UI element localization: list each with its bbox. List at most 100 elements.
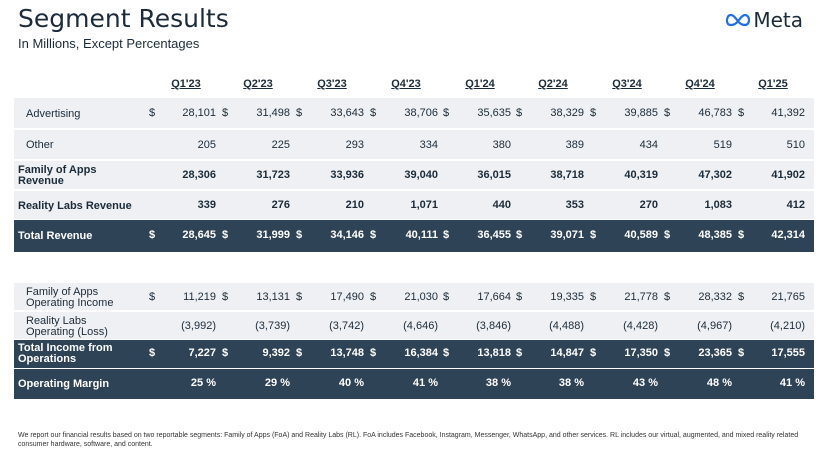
table-cell: 31,723: [256, 169, 290, 181]
dollar-sign: $: [222, 290, 229, 303]
table-cell: 31,999: [256, 229, 290, 241]
dollar-sign: $: [296, 229, 303, 241]
table-cell: 380: [492, 138, 511, 151]
table-cell: 519: [713, 138, 732, 151]
table-cell: 17,350: [624, 347, 658, 359]
dollar-sign: $: [370, 290, 377, 303]
table-cell: 13,818: [477, 347, 511, 359]
table-cell: 23,365: [698, 347, 732, 359]
table-cell: (4,646): [403, 319, 438, 332]
table-cell: 13,131: [256, 290, 290, 303]
table-row: Total Revenue $28,645 $31,999 $34,146 $40,11…: [14, 220, 814, 252]
row-label: Reality Labs Operating (Loss): [26, 314, 108, 338]
quarter-header-cell: Q3'23: [317, 78, 347, 90]
row-label: Family of Apps Operating Income: [26, 285, 114, 309]
table-cell: (4,428): [623, 319, 658, 332]
dollar-sign: $: [370, 107, 377, 119]
table-cell: 205: [197, 138, 216, 151]
dollar-sign: $: [149, 347, 156, 359]
row-label: Reality Labs Revenue: [18, 199, 132, 212]
table-row: Total Income from Operations $7,227 $9,392…: [14, 340, 814, 368]
row-label: Family of Apps Revenue: [18, 164, 97, 187]
dollar-sign: $: [590, 290, 597, 303]
table-cell: 210: [345, 199, 364, 211]
dollar-sign: $: [149, 107, 156, 119]
dollar-sign: $: [149, 229, 156, 241]
table-cell: 38,329: [550, 107, 584, 119]
meta-logo: Meta: [725, 8, 803, 32]
quarter-header-cell: Q1'25: [758, 78, 788, 90]
table-cell: 42,314: [771, 229, 805, 241]
table-cell: 38,706: [404, 107, 438, 119]
table-cell: 28,101: [182, 107, 216, 119]
dollar-sign: $: [443, 347, 450, 359]
dollar-sign: $: [296, 107, 303, 119]
table-cell: 43 %: [632, 377, 658, 389]
table-cell: 1,083: [704, 199, 732, 211]
table-cell: 17,490: [330, 290, 364, 303]
table-cell: 41 %: [779, 377, 805, 389]
quarter-header-cell: Q4'23: [391, 78, 421, 90]
dollar-sign: $: [738, 290, 745, 303]
dollar-sign: $: [443, 229, 450, 241]
table-row: Reality Labs Operating (Loss) (3,992) (3,7…: [14, 311, 814, 340]
dollar-sign: $: [590, 229, 597, 241]
table-cell: (3,739): [255, 319, 290, 332]
table-cell: 334: [419, 138, 438, 151]
quarter-header-cell: Q2'24: [538, 78, 568, 90]
dollar-sign: $: [590, 347, 597, 359]
table-cell: 38,718: [550, 169, 584, 181]
table-cell: 7,227: [188, 347, 216, 359]
dollar-sign: $: [516, 347, 523, 359]
table-cell: (3,742): [329, 319, 364, 332]
table-cell: (4,967): [697, 319, 732, 332]
table-cell: 389: [565, 138, 584, 151]
quarter-header-cell: Q1'23: [171, 78, 201, 90]
dollar-sign: $: [516, 290, 523, 303]
footnote: We report our financial results based on…: [18, 432, 799, 448]
dollar-sign: $: [664, 290, 671, 303]
table-cell: 9,392: [262, 347, 290, 359]
meta-infinity-icon: [726, 13, 751, 27]
table-cell: (4,210): [770, 319, 805, 332]
table-cell: 13,748: [330, 347, 364, 359]
dollar-sign: $: [222, 347, 229, 359]
table-cell: 412: [786, 199, 805, 211]
table-cell: 29 %: [264, 377, 290, 389]
table-cell: 48 %: [706, 377, 732, 389]
quarter-header-cell: Q2'23: [243, 78, 273, 90]
table-cell: 16,384: [404, 347, 438, 359]
page-subtitle: In Millions, Except Percentages: [18, 36, 200, 51]
table-cell: 270: [639, 199, 658, 211]
dollar-sign: $: [296, 347, 303, 359]
dollar-sign: $: [738, 229, 745, 241]
table-cell: (3,846): [476, 319, 511, 332]
table-row: Advertising $28,101 $31,498 $33,643 $38,706 $…: [14, 97, 814, 129]
table-cell: 36,015: [477, 169, 511, 181]
table-row: Family of Apps Operating Income $11,219 $1…: [14, 282, 814, 311]
dollar-sign: $: [738, 107, 745, 119]
table-cell: 293: [345, 138, 364, 151]
dollar-sign: $: [516, 229, 523, 241]
dollar-sign: $: [664, 107, 671, 119]
quarter-header: Q1'23 Q2'23 Q3'23 Q4'23 Q1'24 Q2'24 Q3'24 Q4'24…: [0, 78, 829, 94]
table-cell: 35,635: [477, 107, 511, 119]
dollar-sign: $: [370, 229, 377, 241]
table-cell: 21,030: [404, 290, 438, 303]
table-cell: 276: [271, 199, 290, 211]
row-label: Total Revenue: [18, 229, 93, 242]
row-label: Total Income from Operations: [18, 342, 113, 365]
table-cell: 40,319: [624, 169, 658, 181]
table-cell: 41,392: [771, 107, 805, 119]
table-cell: 28,332: [698, 290, 732, 303]
dollar-sign: $: [222, 229, 229, 241]
table-row: Family of Apps Revenue 28,306 31,723 33,936…: [14, 160, 814, 190]
dollar-sign: $: [149, 290, 156, 303]
table-cell: 434: [639, 138, 658, 151]
table-cell: 353: [565, 199, 584, 211]
table-cell: 39,040: [404, 169, 438, 181]
dollar-sign: $: [443, 107, 450, 119]
table-cell: 33,936: [330, 169, 364, 181]
dollar-sign: $: [664, 229, 671, 241]
table-cell: 510: [786, 138, 805, 151]
